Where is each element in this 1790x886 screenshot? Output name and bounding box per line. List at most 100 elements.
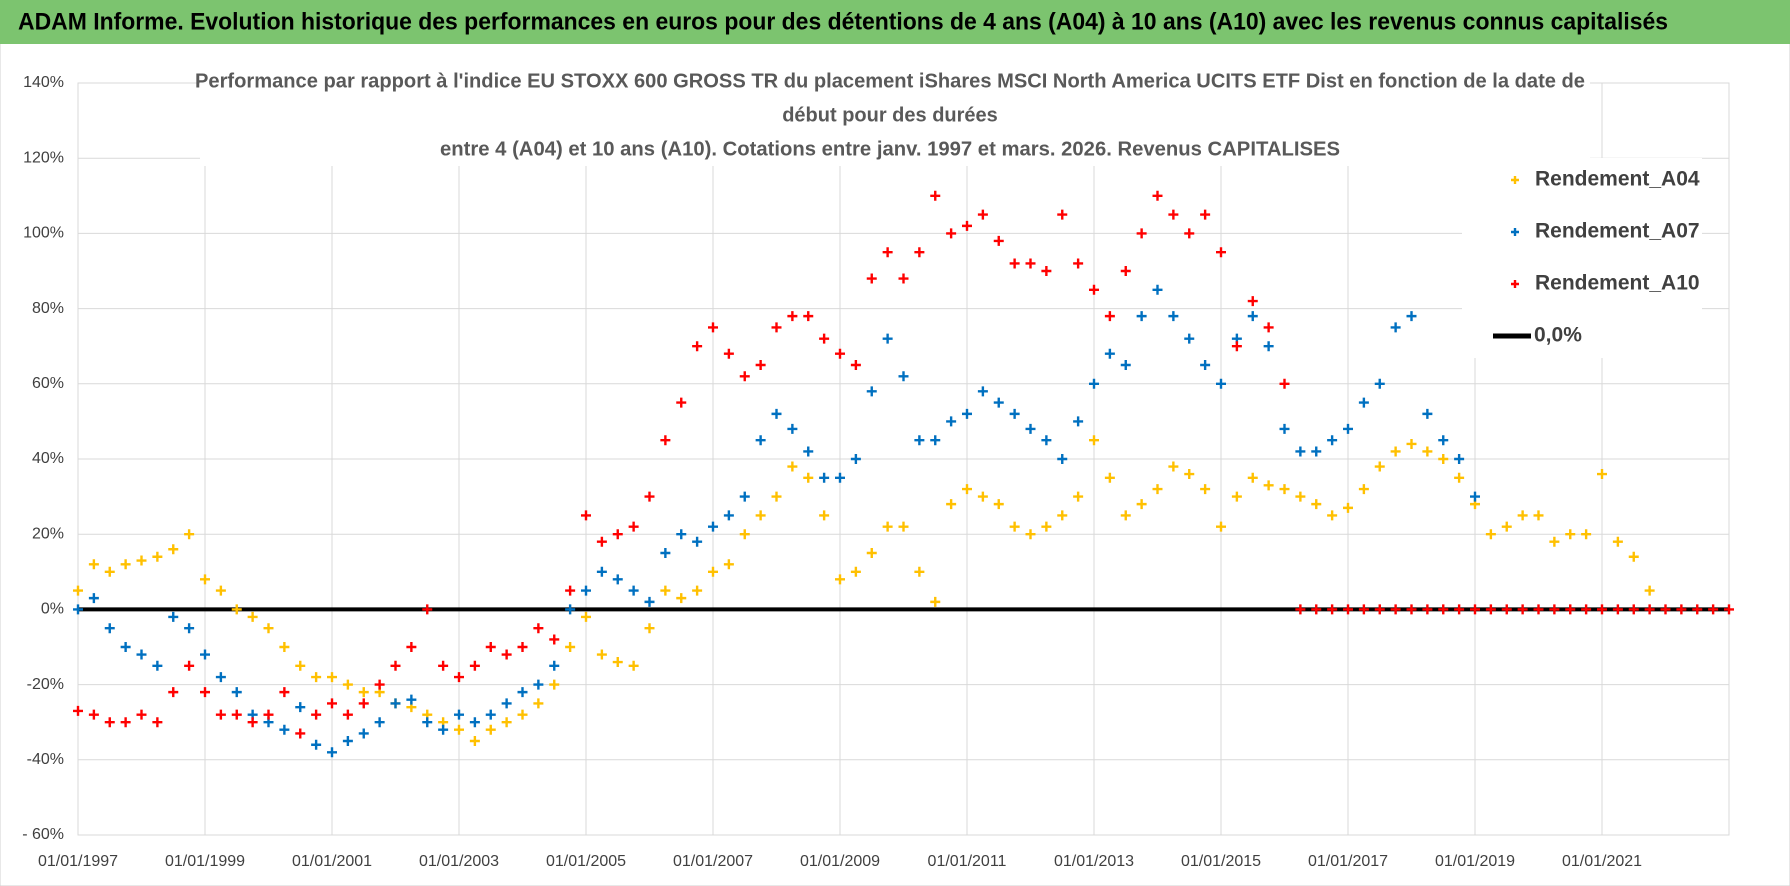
point [946, 416, 957, 427]
point [866, 386, 877, 397]
point [120, 559, 131, 570]
point [136, 649, 147, 660]
y-tick-label: -40% [27, 751, 64, 768]
point [1295, 446, 1306, 457]
point [1025, 258, 1036, 269]
point [708, 322, 718, 333]
point [1597, 469, 1607, 480]
point [1073, 258, 1084, 269]
point [660, 548, 671, 558]
x-tick-label: 01/01/2005 [546, 853, 626, 870]
point [1295, 491, 1306, 502]
point [1438, 435, 1449, 446]
point [803, 446, 814, 457]
point [565, 642, 576, 652]
point [1247, 296, 1258, 307]
point [835, 348, 845, 359]
point [1041, 266, 1052, 276]
point [215, 672, 226, 683]
point [533, 698, 544, 709]
point [200, 687, 210, 698]
point [501, 698, 512, 709]
point [374, 679, 385, 690]
point [215, 585, 226, 596]
point [1247, 472, 1258, 483]
point [962, 408, 972, 419]
point [501, 649, 512, 660]
point [1327, 435, 1338, 446]
point [295, 702, 306, 713]
point [1708, 604, 1719, 615]
point [755, 435, 766, 446]
point [1438, 454, 1449, 464]
point [1485, 529, 1496, 540]
point [946, 228, 957, 239]
point [1517, 510, 1528, 521]
point [1406, 438, 1417, 449]
point [215, 709, 226, 720]
header-title: ADAM Informe. Evolution historique des p… [18, 8, 1668, 35]
point [1009, 258, 1020, 269]
point [723, 348, 734, 359]
point [787, 461, 798, 472]
point [231, 604, 242, 615]
point [612, 529, 623, 540]
point [1231, 491, 1242, 502]
point [739, 491, 750, 502]
point [1231, 341, 1242, 352]
point [374, 717, 385, 728]
point [247, 611, 258, 622]
point [993, 235, 1004, 246]
point [1343, 604, 1353, 615]
point [977, 209, 988, 220]
point [723, 559, 734, 570]
point [73, 705, 83, 716]
point [962, 484, 972, 495]
point [1549, 536, 1560, 547]
chart-title: début pour des durées [782, 104, 998, 126]
point [279, 724, 290, 735]
point [1089, 435, 1099, 446]
x-tick-label: 01/01/2019 [1435, 853, 1515, 870]
point [168, 544, 179, 555]
point [676, 397, 687, 408]
point [644, 623, 655, 634]
point [1136, 499, 1147, 510]
point [120, 642, 131, 652]
point [628, 585, 639, 596]
point [1549, 604, 1560, 615]
point [1263, 341, 1274, 352]
point [88, 593, 99, 604]
point [438, 660, 449, 671]
point [1152, 284, 1163, 295]
point [454, 672, 464, 683]
y-tick-label: 120% [23, 149, 64, 166]
point [962, 220, 972, 231]
point [1263, 322, 1274, 333]
point [723, 510, 734, 521]
point [739, 529, 750, 540]
point [454, 709, 464, 720]
point [1374, 604, 1385, 615]
point [1041, 435, 1052, 446]
point [612, 657, 623, 668]
x-tick-label: 01/01/1997 [38, 853, 118, 870]
point [311, 709, 322, 720]
point [1374, 378, 1385, 389]
legend-bg [1462, 158, 1702, 358]
point [644, 596, 655, 607]
point [692, 585, 703, 596]
point [454, 724, 464, 735]
point [1009, 521, 1020, 532]
y-tick-label: 0% [41, 601, 64, 618]
point [231, 687, 242, 698]
point [581, 611, 591, 622]
point [1184, 228, 1195, 239]
point [755, 360, 766, 370]
point [1327, 604, 1338, 615]
x-tick-label: 01/01/2015 [1181, 853, 1261, 870]
point [1644, 585, 1655, 596]
point [1279, 378, 1290, 389]
point [152, 551, 163, 562]
